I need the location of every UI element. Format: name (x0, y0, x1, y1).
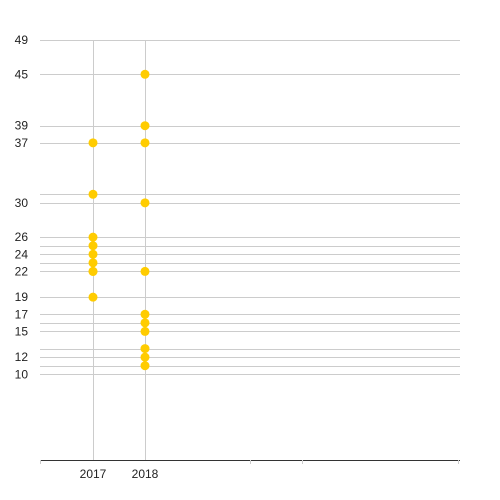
y-tick-label: 37 (15, 136, 29, 150)
data-point (140, 121, 150, 131)
y-tick-label: 17 (15, 307, 29, 321)
data-point (88, 138, 98, 148)
data-point (140, 318, 150, 328)
y-tick-label: 45 (15, 67, 29, 81)
grid (40, 40, 460, 460)
data-points (88, 69, 150, 371)
data-point (88, 292, 98, 302)
data-point (88, 249, 98, 259)
y-tick-label: 22 (15, 264, 29, 278)
data-point (88, 232, 98, 242)
x-tick-label: 2017 (80, 467, 107, 481)
data-point (140, 352, 150, 362)
y-tick-label: 12 (15, 350, 29, 364)
data-point (140, 138, 150, 148)
x-tick-label: 2018 (132, 467, 159, 481)
data-point (140, 361, 150, 371)
data-point (140, 198, 150, 208)
y-tick-label: 19 (15, 290, 29, 304)
data-point (140, 266, 150, 276)
y-tick-label: 10 (15, 367, 29, 381)
data-point (140, 326, 150, 336)
y-tick-label: 30 (15, 196, 29, 210)
y-axis-ticks: 49 45 39 37 30 26 24 22 19 17 15 12 10 (15, 33, 29, 381)
x-axis-ticks: 2017 2018 (80, 467, 159, 481)
y-tick-label: 15 (15, 324, 29, 338)
data-point (140, 344, 150, 354)
data-point (88, 266, 98, 276)
x-axis (40, 460, 460, 464)
data-point (88, 189, 98, 199)
data-point (88, 258, 98, 268)
y-tick-label: 39 (15, 119, 29, 133)
data-point (88, 241, 98, 251)
data-point (140, 309, 150, 319)
data-point (140, 69, 150, 79)
y-tick-label: 26 (15, 230, 29, 244)
y-tick-label: 24 (15, 247, 29, 261)
y-tick-label: 49 (15, 33, 29, 47)
